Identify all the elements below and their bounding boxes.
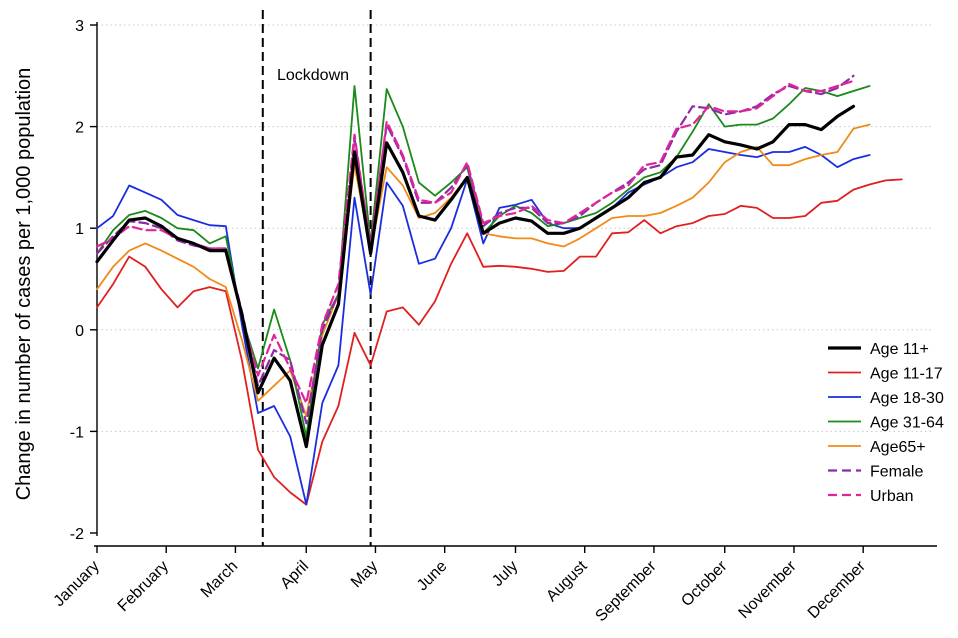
x-tick-label: October — [678, 557, 731, 610]
x-tick-label: June — [414, 558, 451, 595]
y-axis: -2 -1 0 1 2 3 — [70, 18, 98, 543]
lockdown-label: Lockdown — [277, 67, 349, 84]
y-tick-label: 0 — [75, 323, 84, 340]
x-tick-label: August — [543, 557, 591, 605]
y-tick-label: 1 — [75, 221, 84, 238]
y-tick-label: 2 — [75, 120, 84, 137]
x-tick-label: January — [51, 558, 103, 610]
legend-label: Female — [870, 464, 923, 481]
legend: Age 11+ Age 11-17 Age 18-30 Age 31-64 Age65+… — [828, 341, 944, 505]
y-tick-label: 3 — [75, 18, 84, 35]
legend-label: Age 18-30 — [870, 390, 944, 407]
legend-label: Age65+ — [870, 439, 926, 456]
x-tick-label: November — [736, 557, 801, 622]
series-line-female — [95, 74, 855, 425]
lockdown-markers — [261, 10, 372, 546]
y-tick-label: -2 — [70, 526, 84, 543]
series-line-age-11- — [95, 104, 856, 449]
legend-label: Urban — [870, 488, 914, 505]
series-line-age65- — [96, 123, 871, 418]
x-tick-label: December — [805, 557, 870, 622]
legend-label: Age 31-64 — [870, 415, 944, 432]
gridlines — [97, 24, 934, 432]
series-line-age-11-17 — [96, 178, 903, 506]
x-tick-label: February — [115, 558, 172, 615]
series-lines — [95, 74, 903, 506]
series-line-age-31-64 — [96, 85, 871, 438]
y-tick-label: -1 — [70, 424, 84, 441]
x-tick-label: May — [348, 558, 381, 591]
legend-label: Age 11-17 — [870, 366, 943, 383]
legend-label: Age 11+ — [870, 341, 929, 358]
y-axis-title: Change in number of cases per 1,000 popu… — [13, 68, 35, 501]
series-line-age-18-30 — [96, 145, 871, 506]
series-line-urban — [95, 79, 855, 405]
x-tick-label: July — [489, 558, 521, 590]
x-tick-label: April — [277, 558, 312, 593]
x-tick-label: September — [592, 557, 660, 625]
x-tick-label: March — [198, 558, 241, 601]
x-axis: January February March April May June July Augu… — [51, 545, 937, 625]
